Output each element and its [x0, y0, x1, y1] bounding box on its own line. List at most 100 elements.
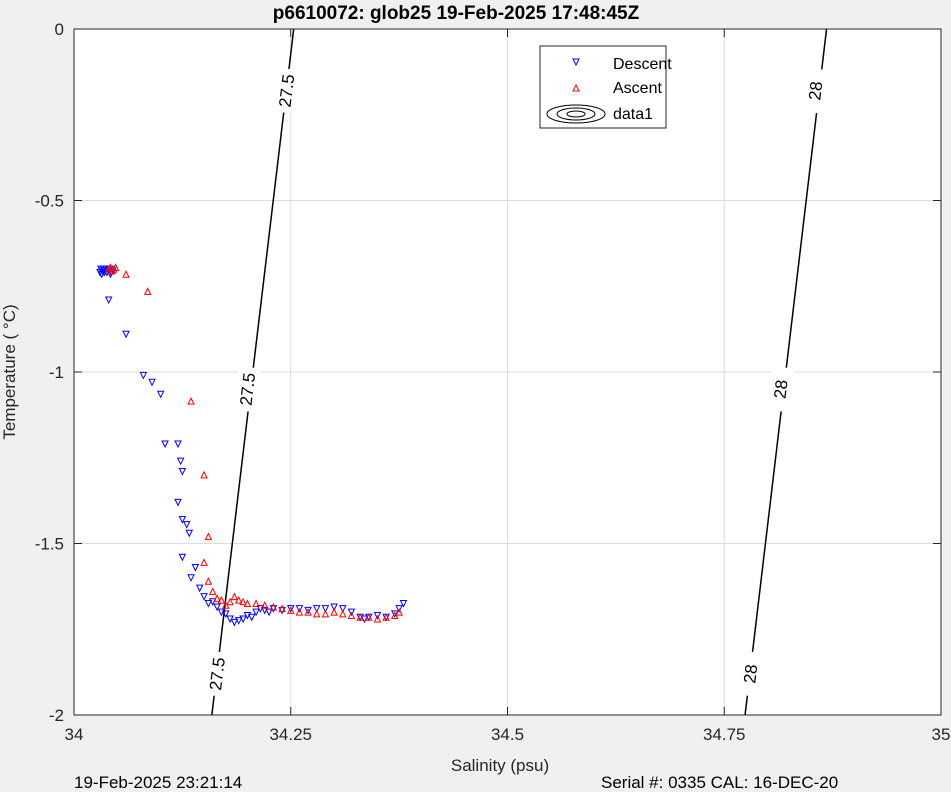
descent-point — [230, 618, 239, 627]
descent-point — [269, 605, 278, 613]
ascent-point — [260, 601, 269, 609]
contour-label: 27.5 — [237, 372, 260, 407]
descent-point — [178, 553, 187, 562]
ascent-point — [278, 604, 286, 613]
legend-ascent-label: Ascent — [613, 80, 662, 97]
ascent-point — [200, 558, 208, 566]
ascent-point — [330, 607, 338, 616]
ascent-point — [234, 595, 243, 604]
descent-point — [330, 603, 338, 612]
descent-point — [265, 608, 273, 617]
descent-point — [161, 440, 169, 449]
contour-lines: 27.5 27.5 27.5 28 28 28 — [203, 28, 829, 716]
descent-point — [234, 617, 243, 625]
ascent-point — [226, 597, 234, 606]
x-tick-label: 34.5 — [491, 725, 524, 744]
contour-label-bg — [203, 650, 231, 697]
ascent-point — [187, 397, 195, 405]
legend-box — [539, 45, 667, 129]
footer-timestamp: 19-Feb-2025 23:21:14 — [74, 773, 242, 792]
ascent-point — [122, 270, 130, 278]
ascent-point — [143, 287, 152, 295]
grid — [74, 29, 941, 715]
descent-point — [195, 584, 204, 593]
y-axis-label: Temperature ( °C) — [0, 304, 19, 439]
y-tick-label: -1 — [49, 363, 64, 382]
descent-point — [395, 605, 403, 613]
ascent-point — [208, 587, 217, 596]
ascent-point — [356, 613, 364, 621]
ascent-point — [382, 613, 390, 621]
descent-point — [247, 613, 256, 622]
contour-label: 27.5 — [206, 656, 229, 691]
ascent-point — [111, 263, 120, 271]
contour-label-bg — [767, 366, 795, 413]
contour-label-bg — [736, 650, 764, 697]
chart-title: p6610072: glob25 19-Feb-2025 17:48:45Z — [273, 3, 640, 24]
data-points — [96, 263, 408, 627]
y-tick-label: -2 — [49, 706, 64, 725]
descent-point — [178, 515, 187, 524]
ascent-point — [373, 614, 382, 623]
ascent-point — [204, 577, 213, 585]
descent-point — [347, 608, 356, 617]
x-tick-label: 34.75 — [703, 725, 746, 744]
legend-data1-label: data1 — [613, 106, 653, 123]
descent-point — [204, 600, 213, 608]
y-tick-label: -0.5 — [35, 192, 64, 211]
ascent-point — [200, 470, 208, 479]
legend-ascent-marker — [572, 83, 580, 92]
descent-point — [148, 378, 156, 387]
ascent-point — [213, 594, 221, 602]
descent-point — [182, 521, 191, 529]
descent-point — [221, 610, 230, 618]
legend-descent-marker — [572, 58, 580, 67]
descent-point — [304, 606, 312, 615]
footer-serial: Serial #: 0335 CAL: 16-DEC-20 — [601, 773, 838, 792]
descent-point — [338, 605, 347, 613]
ascent-point — [230, 592, 239, 601]
descent-point — [104, 296, 113, 305]
contour-label: 27.5 — [276, 73, 299, 108]
descent-point — [174, 498, 182, 507]
descent-point — [321, 605, 330, 613]
descent-point — [156, 390, 165, 399]
ascent-point — [347, 611, 356, 620]
ascent-point — [364, 613, 373, 621]
x-axis-label: Salinity (psu) — [451, 756, 549, 775]
legend[interactable]: Descent Ascent data1 — [539, 45, 672, 129]
descent-point — [185, 529, 194, 538]
descent-point — [187, 574, 195, 582]
descent-point — [213, 603, 221, 612]
ascent-point — [239, 597, 247, 606]
ascent-point — [110, 264, 118, 273]
contour-label-bg — [801, 67, 829, 114]
ascent-point — [321, 609, 330, 618]
contour-label: 28 — [771, 379, 792, 400]
descent-point — [278, 606, 286, 615]
contour-label-bg — [272, 67, 300, 114]
descent-point — [399, 600, 408, 608]
descent-point — [191, 564, 200, 572]
descent-point — [139, 371, 148, 380]
descent-point — [239, 615, 247, 624]
ascent-point — [304, 607, 312, 616]
descent-point — [295, 605, 304, 613]
ascent-point — [252, 599, 260, 608]
descent-point — [200, 593, 208, 601]
descent-point — [312, 605, 321, 613]
descent-point — [122, 330, 130, 339]
ascent-point — [204, 532, 213, 541]
x-tick-label: 34.25 — [269, 725, 312, 744]
legend-contour-icon — [546, 104, 606, 124]
x-tick-label: 35 — [932, 725, 951, 744]
contour-label-bg — [233, 366, 261, 413]
contour-label: 28 — [740, 663, 761, 684]
ascent-point — [269, 602, 278, 611]
descent-point — [286, 605, 295, 613]
y-tick-label: 0 — [55, 20, 64, 39]
descent-point — [176, 457, 185, 466]
ascent-point — [395, 607, 403, 616]
descent-point — [252, 608, 260, 617]
